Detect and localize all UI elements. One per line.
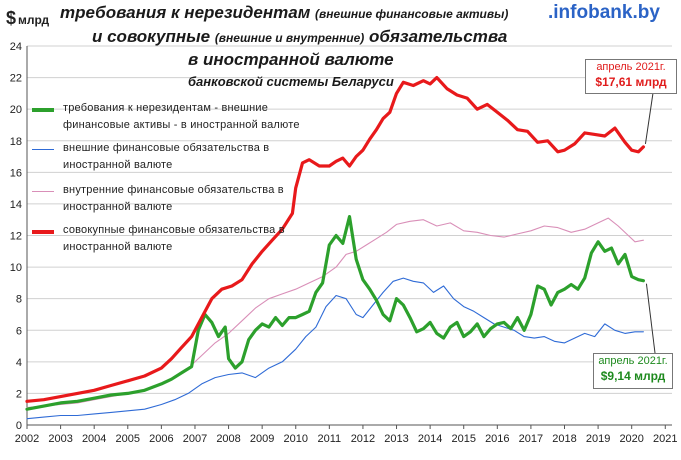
title-line-2-a: и совокупные (92, 27, 215, 46)
x-tick-label: 2019 (586, 433, 610, 445)
series-line-blue (26, 277, 644, 420)
callout-red-date: апрель 2021г. (596, 61, 666, 73)
callout-green-connector (645, 283, 656, 354)
y-tick-label: 22 (10, 73, 22, 85)
y-tick-label: 16 (10, 167, 22, 179)
x-tick-label: 2014 (418, 433, 442, 445)
callout-green: апрель 2021г. $9,14 млрд (593, 353, 673, 389)
infobank-logo[interactable]: .infobank.by (548, 2, 660, 24)
y-tick-label: 0 (16, 420, 22, 432)
y-tick-label: 18 (10, 136, 22, 148)
legend-swatch-red (32, 230, 54, 234)
series-lines (25, 76, 645, 420)
callout-red: апрель 2021г. $17,61 млрд (585, 59, 677, 94)
x-tick-label: 2015 (451, 433, 475, 445)
x-tick-label: 2010 (284, 433, 308, 445)
legend-swatch-pink (32, 191, 54, 192)
y-tick-label: 10 (10, 262, 22, 274)
legend-label-pink: внутренние финансовые обязательства в ин… (63, 184, 284, 213)
legend-label-red: совокупные финансовые обязательства в ин… (63, 224, 285, 253)
logo-dot: . (548, 2, 554, 23)
legend-swatch-blue (32, 149, 54, 150)
x-tick-label: 2013 (384, 433, 408, 445)
legend-label-green: требования к нерезидентам - внешние фина… (63, 102, 300, 131)
y-tick-label: 12 (10, 231, 22, 243)
title-line-2-small: (внешние и внутренние) (214, 31, 365, 45)
series-line-green (25, 215, 645, 411)
y-tick-label: 8 (16, 294, 22, 306)
title-line-2-b: обязательства (364, 27, 508, 46)
unit-symbol: $ (6, 8, 17, 28)
x-tick-label: 2002 (15, 433, 39, 445)
gridlines (27, 45, 672, 426)
x-tick-label: 2012 (351, 433, 375, 445)
title-line-1-main: требования к нерезидентам (60, 3, 316, 22)
x-tick-label: 2004 (82, 433, 106, 445)
y-tick-label: 14 (10, 199, 22, 211)
chart-title-line-1: требования к нерезидентам (внешние финан… (60, 3, 508, 23)
x-tick-label: 2011 (318, 433, 342, 445)
chart-title-line-2: и совокупные (внешние и внутренние) обяз… (92, 27, 507, 47)
x-tick-label: 2009 (250, 433, 274, 445)
callout-green-value: $9,14 млрд (600, 369, 666, 383)
logo-name: infobank (553, 2, 633, 23)
title-line-1-small: (внешние финансовые активы) (315, 7, 509, 21)
y-tick-label: 6 (16, 325, 22, 337)
unit-label: $ млрд (6, 8, 49, 29)
x-tick-label: 2007 (183, 433, 207, 445)
y-tick-label: 4 (16, 357, 22, 369)
chart-subtitle: банковской системы Беларуси (188, 74, 394, 89)
y-tick-label: 20 (10, 104, 22, 116)
x-tick-label: 2018 (552, 433, 576, 445)
chart-title-line-3: в иностранной валюте (188, 50, 394, 69)
x-tick-label: 2008 (216, 433, 240, 445)
y-tick-label: 2 (16, 388, 22, 400)
legend-swatch-green (32, 108, 54, 112)
x-tick-label: 2021 (653, 433, 677, 445)
x-tick-label: 2006 (149, 433, 173, 445)
callout-red-connector (644, 92, 654, 144)
series-line-red (25, 76, 645, 403)
callout-connectors (644, 92, 656, 354)
x-tick-label: 2017 (519, 433, 543, 445)
x-tick-label: 2020 (619, 433, 643, 445)
x-tick-label: 2005 (116, 433, 140, 445)
y-tick-label: 24 (10, 41, 22, 53)
logo-tld: .by (632, 2, 660, 23)
x-tick-label: 2003 (48, 433, 72, 445)
x-tick-label: 2016 (485, 433, 509, 445)
legend-label-blue: внешние финансовые обязательства в иност… (63, 142, 270, 171)
callout-green-date: апрель 2021г. (598, 355, 668, 367)
callout-red-value: $17,61 млрд (595, 75, 667, 89)
unit-word: млрд (18, 13, 50, 27)
